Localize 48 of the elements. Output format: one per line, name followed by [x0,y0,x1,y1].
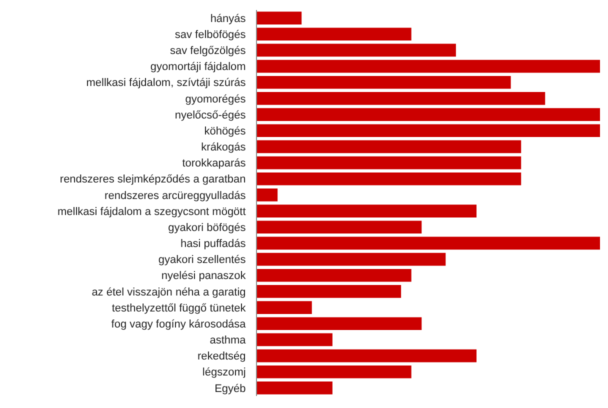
y-tick-label: sav felböfögés [174,28,246,41]
bar [257,188,278,202]
bar [257,333,332,346]
y-tick-label: krákogás [201,142,246,154]
bar [257,44,456,57]
bar [257,76,511,89]
bar [257,301,312,314]
y-tick-label: légszomj [202,366,246,379]
bar [257,156,522,170]
y-tick-label: rendszeres arcüreggyulladás [104,190,246,202]
bar [257,317,422,330]
y-tick-label: gyomortáji fájdalom [150,61,246,74]
y-tick-label: hányás [210,12,246,25]
y-tick-label: sav felgőzölgés [170,45,246,58]
bar [257,204,477,218]
bar [257,140,522,154]
bar [257,60,600,73]
bar [257,252,446,266]
y-tick-label: rendszeres slejmképződés a garatban [60,174,246,186]
y-tick-label: testhelyzettől függő tünetek [112,302,246,314]
bar [257,28,412,41]
y-tick-label: rekedtség [197,350,246,363]
bar [257,220,422,234]
bar [257,349,477,362]
y-tick-label: nyelési panaszok [161,270,246,282]
bar [257,365,412,378]
bar [257,108,600,121]
bar [257,285,402,298]
bar [257,382,332,394]
y-tick-label: gyakori böfögés [168,222,246,234]
y-tick-label: torokkaparás [182,158,246,170]
y-tick-label: gyakori szellentés [158,254,246,266]
y-tick-label: mellkasi fájdalom a szegycsont mögött [57,206,246,218]
bar [257,124,600,138]
y-tick-label: gyomorégés [185,93,246,106]
y-tick-label: nyelőcső-égés [174,109,246,122]
y-tick-label: mellkasi fájdalom, szívtáji szúrás [86,77,246,90]
bar [257,268,412,282]
bar [257,172,522,186]
y-tick-label: az étel visszajön néha a garatig [92,286,246,298]
y-tick-label: fog vagy fogíny károsodása [111,318,247,330]
bar [257,92,546,105]
bar [257,12,302,24]
y-tick-label: köhögés [204,125,246,138]
bar [257,236,600,250]
y-tick-label: hasi puffadás [180,238,246,250]
y-tick-label: Egyéb [214,382,246,395]
y-tick-label: asthma [210,334,247,347]
